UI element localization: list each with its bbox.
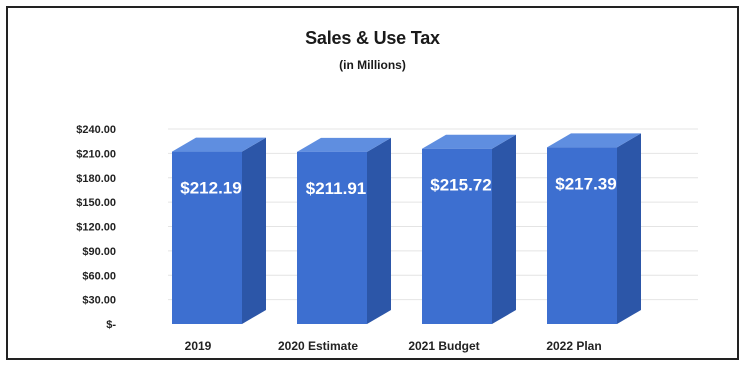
x-category-label: 2020 Estimate	[278, 339, 358, 353]
y-tick-label: $150.00	[76, 197, 116, 209]
chart-title: Sales & Use Tax	[305, 28, 440, 48]
bar-top	[297, 137, 391, 152]
data-label: $217.39	[555, 174, 616, 193]
bar	[172, 151, 242, 324]
bar	[547, 147, 617, 324]
y-tick-label: $30.00	[82, 295, 116, 307]
y-tick-label: $180.00	[76, 173, 116, 185]
y-tick-label: $90.00	[82, 246, 116, 258]
data-label: $211.91	[306, 179, 367, 198]
bar	[422, 148, 492, 324]
bar-side	[242, 137, 266, 324]
y-tick-label: $120.00	[76, 222, 116, 234]
x-category-label: 2021 Budget	[408, 339, 479, 353]
y-tick-label: $60.00	[82, 270, 116, 282]
bar-chart-plot: $- $30.00 $60.00 $90.00 $120.00 $150.00 $180.0…	[76, 124, 698, 353]
bar-top	[547, 133, 641, 148]
x-category-label: 2022 Plan	[546, 339, 601, 353]
x-category-label: 2019	[185, 339, 212, 353]
chart-frame: Sales & Use Tax (in Millions) $- $30.00 $6…	[6, 6, 739, 360]
y-tick-label: $210.00	[76, 148, 116, 160]
data-label: $212.19	[180, 179, 241, 198]
data-label: $215.72	[430, 176, 491, 195]
chart-subtitle: (in Millions)	[339, 58, 406, 72]
bar-side	[617, 133, 641, 324]
y-tick-label: $240.00	[76, 124, 116, 136]
y-tick-label: $-	[106, 319, 116, 331]
bar-top	[172, 137, 266, 152]
bar-top	[422, 134, 516, 149]
bar-side	[367, 137, 391, 324]
bar	[297, 151, 367, 324]
bar-side	[492, 134, 516, 324]
